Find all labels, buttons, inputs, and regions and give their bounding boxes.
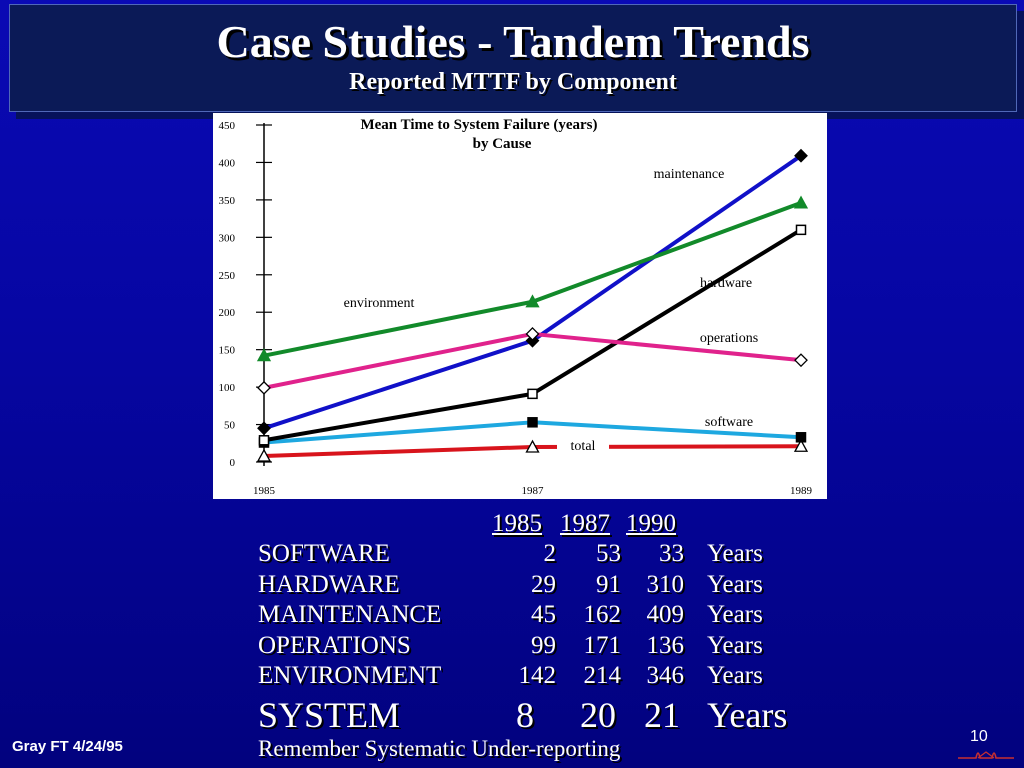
system-value: 21	[644, 695, 680, 735]
table-row: ENVIRONMENT 142 214 346 Years	[258, 662, 769, 692]
row-value: 142	[518, 662, 557, 689]
row-label: ENVIRONMENT	[258, 662, 442, 689]
y-tick-label: 100	[219, 382, 236, 394]
series-label-total: total	[571, 439, 596, 454]
slide-subtitle: Reported MTTF by Component	[349, 69, 677, 95]
row-unit: Years	[707, 662, 763, 689]
y-tick-label: 350	[219, 195, 236, 207]
data-point	[794, 353, 808, 368]
series-label-software: software	[705, 415, 753, 430]
row-value: 310	[646, 571, 685, 598]
data-point	[795, 432, 807, 443]
system-value: 20	[580, 695, 616, 735]
chart-subtitle: by Cause	[473, 136, 532, 152]
row-label: HARDWARE	[258, 571, 400, 598]
data-point	[795, 224, 807, 236]
row-unit: Years	[707, 540, 763, 567]
row-unit: Years	[707, 571, 763, 598]
footer-author-date: Gray FT 4/24/95	[12, 738, 123, 755]
y-tick-label: 200	[219, 307, 236, 319]
row-value: 214	[583, 662, 622, 689]
slide-title: Case Studies - Tandem Trends	[216, 16, 810, 67]
system-value: 8	[516, 695, 534, 735]
row-value: 29	[531, 571, 556, 598]
data-point	[527, 388, 538, 400]
row-value: 91	[596, 571, 621, 598]
series-line-maintenance	[263, 154, 803, 431]
row-value: 136	[646, 632, 685, 659]
series-label-environment: environment	[344, 296, 415, 311]
data-point	[794, 148, 808, 163]
data-point	[256, 348, 272, 362]
data-point	[525, 327, 540, 341]
page-number: 10	[970, 728, 988, 745]
series-label-hardware: hardware	[700, 276, 752, 291]
row-value: 162	[583, 601, 622, 628]
series-label-maintenance: maintenance	[654, 167, 725, 182]
header-1990: 1990	[626, 510, 676, 537]
row-label: MAINTENANCE	[258, 601, 442, 628]
y-tick-label: 450	[219, 120, 236, 132]
data-point	[256, 448, 272, 462]
row-value: 53	[596, 540, 621, 567]
row-value: 409	[646, 601, 685, 628]
y-tick-label: 50	[224, 420, 236, 432]
y-tick-label: 0	[230, 457, 236, 469]
row-unit: Years	[707, 601, 763, 628]
data-point	[257, 421, 271, 436]
y-tick-label: 250	[219, 270, 236, 282]
system-unit: Years	[707, 695, 788, 735]
row-value: 33	[659, 540, 684, 567]
header-1987: 1987	[560, 510, 610, 537]
total-label-bg	[557, 436, 609, 454]
reminder-text: Remember Systematic Under-reporting	[258, 736, 621, 761]
mttf-chart: 0 50 100 150 200 250 300 350 400 450 1985 1987 1989 …	[213, 113, 827, 499]
x-tick-label: 1985	[253, 485, 276, 497]
data-point	[258, 435, 270, 446]
data-point	[527, 417, 538, 428]
row-value: 45	[531, 601, 556, 628]
footer-logo-icon	[958, 751, 1014, 759]
title-banner: Case Studies - Tandem Trends Reported MT…	[9, 4, 1017, 112]
y-tick-label: 150	[219, 345, 236, 357]
data-point	[257, 380, 271, 395]
chart-title: Mean Time to System Failure (years)	[360, 117, 597, 133]
row-value: 99	[531, 632, 556, 659]
row-label: SOFTWARE	[258, 540, 390, 567]
y-tick-label: 300	[219, 232, 236, 244]
data-point	[793, 438, 809, 452]
row-label: OPERATIONS	[258, 632, 411, 659]
data-point	[793, 195, 809, 209]
data-point	[525, 439, 540, 453]
header-1985: 1985	[492, 510, 542, 537]
system-label: SYSTEM	[258, 695, 401, 735]
data-point	[525, 294, 540, 308]
x-tick-label: 1987	[522, 485, 545, 497]
row-unit: Years	[707, 632, 763, 659]
row-value: 2	[543, 540, 557, 567]
x-tick-label: 1989	[790, 485, 813, 497]
row-value: 171	[583, 632, 622, 659]
y-tick-label: 400	[219, 157, 236, 169]
series-label-operations: operations	[700, 331, 758, 346]
row-value: 346	[646, 662, 685, 689]
